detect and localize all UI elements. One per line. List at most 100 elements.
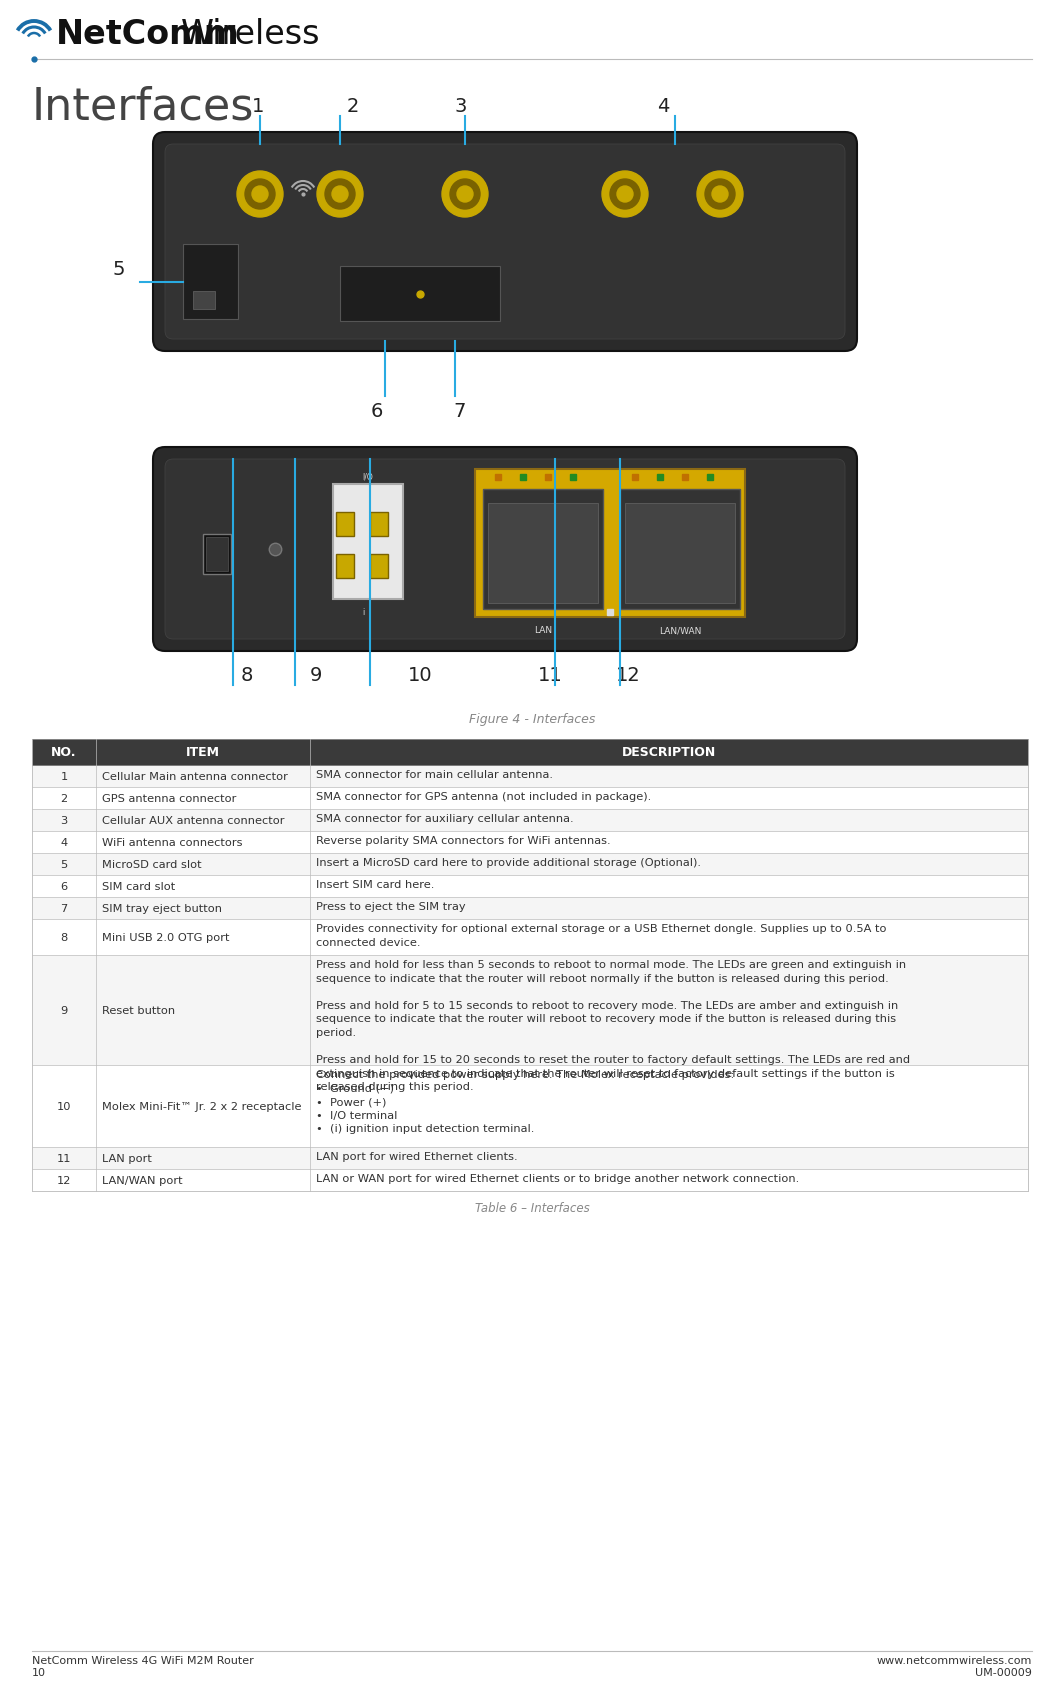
Text: Reset button: Reset button bbox=[102, 1005, 176, 1015]
Bar bbox=[336, 513, 354, 537]
Bar bbox=[32, 765, 1028, 787]
Text: Interfaces: Interfaces bbox=[32, 84, 254, 128]
Text: 9: 9 bbox=[61, 1005, 68, 1015]
FancyBboxPatch shape bbox=[165, 145, 845, 339]
Text: 10: 10 bbox=[408, 665, 432, 684]
Bar bbox=[32, 1066, 1028, 1147]
Text: www.netcommwireless.com: www.netcommwireless.com bbox=[877, 1655, 1032, 1665]
Bar bbox=[32, 919, 1028, 956]
Circle shape bbox=[712, 187, 728, 203]
Text: 4: 4 bbox=[61, 838, 67, 848]
Text: NetComm Wireless 4G WiFi M2M Router: NetComm Wireless 4G WiFi M2M Router bbox=[32, 1655, 253, 1665]
Text: Wireless: Wireless bbox=[181, 19, 320, 51]
Text: 8: 8 bbox=[240, 665, 253, 684]
Text: SIM tray eject button: SIM tray eject button bbox=[102, 904, 222, 914]
Text: 11: 11 bbox=[56, 1154, 71, 1164]
Text: SIM card slot: SIM card slot bbox=[102, 882, 176, 892]
Bar bbox=[488, 503, 598, 603]
Text: 5: 5 bbox=[61, 860, 68, 870]
Bar bbox=[336, 554, 354, 579]
Text: Connect the provided power supply here. The Molex receptacle provides:
•  Ground: Connect the provided power supply here. … bbox=[316, 1069, 734, 1133]
Text: 2: 2 bbox=[347, 96, 360, 117]
Text: 1: 1 bbox=[61, 772, 68, 782]
Text: UM-00009: UM-00009 bbox=[975, 1667, 1032, 1677]
Bar bbox=[333, 485, 403, 600]
Bar bbox=[32, 1169, 1028, 1191]
Circle shape bbox=[317, 172, 363, 218]
Circle shape bbox=[442, 172, 488, 218]
Circle shape bbox=[450, 181, 480, 209]
Text: NO.: NO. bbox=[51, 747, 77, 758]
Circle shape bbox=[617, 187, 633, 203]
Text: 10: 10 bbox=[56, 1101, 71, 1111]
Circle shape bbox=[610, 181, 641, 209]
FancyBboxPatch shape bbox=[153, 448, 857, 652]
Text: Table 6 – Interfaces: Table 6 – Interfaces bbox=[475, 1201, 589, 1214]
Circle shape bbox=[705, 181, 735, 209]
Text: 3: 3 bbox=[454, 96, 467, 117]
Text: Mini USB 2.0 OTG port: Mini USB 2.0 OTG port bbox=[102, 932, 230, 942]
Text: NetComm: NetComm bbox=[56, 19, 239, 51]
Text: 5: 5 bbox=[113, 260, 124, 279]
Text: DESCRIPTION: DESCRIPTION bbox=[621, 747, 716, 758]
Text: MicroSD card slot: MicroSD card slot bbox=[102, 860, 201, 870]
Bar bbox=[370, 554, 388, 579]
Text: i: i bbox=[362, 608, 364, 616]
Circle shape bbox=[332, 187, 348, 203]
Circle shape bbox=[245, 181, 275, 209]
Bar bbox=[620, 490, 739, 610]
Text: 7: 7 bbox=[61, 904, 68, 914]
Text: Press to eject the SIM tray: Press to eject the SIM tray bbox=[316, 902, 466, 912]
Text: LAN port for wired Ethernet clients.: LAN port for wired Ethernet clients. bbox=[316, 1152, 517, 1162]
Text: Molex Mini-Fit™ Jr. 2 x 2 receptacle: Molex Mini-Fit™ Jr. 2 x 2 receptacle bbox=[102, 1101, 301, 1111]
Text: SMA connector for GPS antenna (not included in package).: SMA connector for GPS antenna (not inclu… bbox=[316, 792, 651, 802]
Circle shape bbox=[325, 181, 355, 209]
Bar bbox=[32, 853, 1028, 875]
Bar bbox=[625, 503, 735, 603]
Bar bbox=[483, 490, 603, 610]
Text: 6: 6 bbox=[61, 882, 67, 892]
FancyBboxPatch shape bbox=[165, 459, 845, 640]
Text: Cellular AUX antenna connector: Cellular AUX antenna connector bbox=[102, 816, 284, 826]
Text: 12: 12 bbox=[616, 665, 641, 684]
Text: 4: 4 bbox=[656, 96, 669, 117]
Circle shape bbox=[458, 187, 473, 203]
Bar bbox=[340, 267, 500, 323]
Text: LAN/WAN port: LAN/WAN port bbox=[102, 1176, 183, 1186]
Bar bbox=[370, 513, 388, 537]
Text: 8: 8 bbox=[61, 932, 68, 942]
Text: 3: 3 bbox=[61, 816, 68, 826]
Text: 11: 11 bbox=[537, 665, 563, 684]
Text: LAN/WAN: LAN/WAN bbox=[659, 625, 701, 635]
Circle shape bbox=[602, 172, 648, 218]
Text: I/O: I/O bbox=[363, 471, 373, 481]
Text: Press and hold for less than 5 seconds to reboot to normal mode. The LEDs are gr: Press and hold for less than 5 seconds t… bbox=[316, 959, 910, 1091]
Bar bbox=[203, 535, 231, 574]
Text: WiFi antenna connectors: WiFi antenna connectors bbox=[102, 838, 243, 848]
Bar bbox=[32, 740, 1028, 765]
Bar bbox=[32, 831, 1028, 853]
Text: 12: 12 bbox=[56, 1176, 71, 1186]
Circle shape bbox=[252, 187, 268, 203]
Text: Insert a MicroSD card here to provide additional storage (Optional).: Insert a MicroSD card here to provide ad… bbox=[316, 858, 701, 868]
Bar bbox=[32, 787, 1028, 809]
Bar bbox=[193, 292, 215, 309]
Text: LAN: LAN bbox=[534, 625, 552, 635]
FancyBboxPatch shape bbox=[153, 133, 857, 351]
Bar bbox=[32, 956, 1028, 1066]
Text: 7: 7 bbox=[454, 402, 466, 421]
Text: 9: 9 bbox=[310, 665, 322, 684]
Text: Insert SIM card here.: Insert SIM card here. bbox=[316, 880, 434, 890]
Bar bbox=[32, 1147, 1028, 1169]
Text: GPS antenna connector: GPS antenna connector bbox=[102, 794, 236, 804]
Text: 1: 1 bbox=[252, 96, 264, 117]
Text: Reverse polarity SMA connectors for WiFi antennas.: Reverse polarity SMA connectors for WiFi… bbox=[316, 836, 611, 846]
Circle shape bbox=[697, 172, 743, 218]
Text: ITEM: ITEM bbox=[186, 747, 220, 758]
Text: SMA connector for auxiliary cellular antenna.: SMA connector for auxiliary cellular ant… bbox=[316, 814, 573, 824]
Text: Cellular Main antenna connector: Cellular Main antenna connector bbox=[102, 772, 288, 782]
Text: Provides connectivity for optional external storage or a USB Ethernet dongle. Su: Provides connectivity for optional exter… bbox=[316, 924, 886, 948]
Circle shape bbox=[237, 172, 283, 218]
Text: SMA connector for main cellular antenna.: SMA connector for main cellular antenna. bbox=[316, 770, 553, 780]
Text: Figure 4 - Interfaces: Figure 4 - Interfaces bbox=[469, 713, 595, 726]
